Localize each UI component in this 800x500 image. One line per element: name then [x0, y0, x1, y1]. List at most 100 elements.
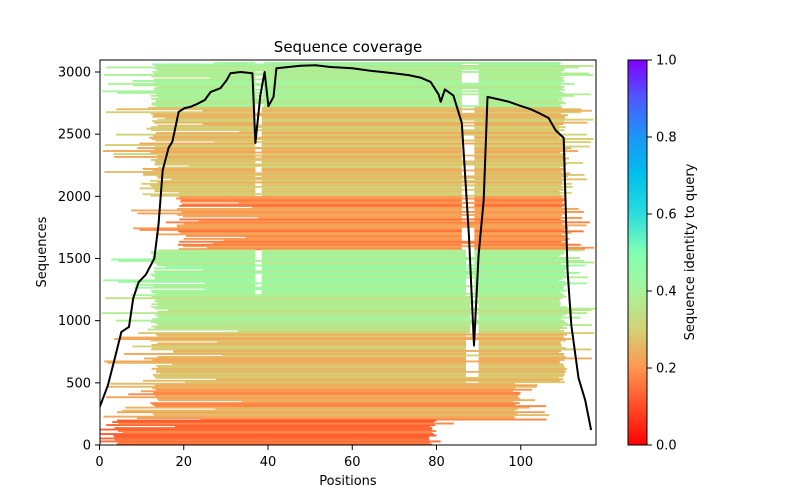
alignment-row: [474, 255, 560, 258]
alignment-row: [156, 369, 466, 372]
alignment-row: [113, 153, 256, 155]
alignment-row: [155, 88, 462, 91]
alignment-row: [474, 215, 562, 218]
alignment-row: [151, 63, 462, 66]
colorbar-label: Sequence identity to query: [683, 163, 698, 340]
alignment-row: [107, 385, 537, 388]
alignment-row: [102, 90, 256, 93]
alignment-row: [179, 196, 462, 198]
alignment-row: [261, 261, 466, 264]
alignment-row: [478, 72, 589, 75]
alignment-row: [150, 348, 466, 351]
alignment-row: [478, 356, 566, 358]
alignment-row: [177, 225, 566, 228]
alignment-row: [155, 160, 256, 163]
alignment-row: [150, 194, 256, 197]
alignment-row: [111, 258, 256, 261]
alignment-row: [157, 356, 466, 358]
alignment-row: [184, 381, 466, 384]
alignment-heatmap: [100, 62, 596, 445]
alignment-row: [474, 248, 585, 251]
alignment-row: [104, 144, 256, 146]
alignment-row: [261, 135, 462, 138]
alignment-row: [261, 182, 462, 185]
alignment-row: [153, 257, 256, 259]
alignment-row: [101, 312, 588, 315]
alignment-row: [478, 315, 563, 318]
colorbar: [628, 60, 647, 445]
alignment-row: [150, 402, 520, 405]
alignment-row: [478, 77, 565, 79]
alignment-row: [474, 178, 587, 181]
alignment-row: [258, 217, 462, 219]
alignment-row: [261, 191, 462, 194]
colorbar-tick-label: 0.0: [656, 439, 677, 454]
alignment-row: [478, 327, 567, 329]
alignment-row: [177, 243, 462, 246]
colorbar-tick-label: 1.0: [656, 54, 677, 69]
alignment-row: [261, 171, 462, 173]
alignment-row: [478, 363, 564, 366]
alignment-row: [263, 85, 565, 88]
alignment-row: [474, 185, 573, 188]
alignment-row: [157, 118, 256, 121]
alignment-row: [155, 292, 256, 295]
alignment-row: [151, 274, 256, 277]
alignment-row: [474, 138, 594, 140]
alignment-row: [204, 282, 467, 285]
y-tick-label: 0: [83, 439, 91, 454]
alignment-row: [152, 255, 256, 258]
alignment-row: [474, 280, 566, 283]
alignment-row: [179, 205, 462, 207]
alignment-row: [154, 145, 256, 148]
alignment-row: [115, 133, 256, 136]
alignment-row: [204, 288, 466, 291]
alignment-row: [474, 249, 584, 252]
alignment-row: [474, 191, 572, 194]
alignment-row: [474, 282, 587, 285]
alignment-row: [137, 212, 462, 215]
alignment-row: [152, 387, 516, 390]
alignment-row: [261, 156, 462, 158]
alignment-row: [261, 179, 566, 182]
alignment-row: [151, 291, 256, 294]
alignment-row: [474, 147, 572, 149]
alignment-row: [261, 109, 462, 112]
alignment-row: [261, 117, 566, 120]
alignment-row: [263, 81, 462, 84]
alignment-row: [180, 199, 462, 201]
alignment-row: [171, 178, 462, 181]
alignment-row: [261, 169, 566, 172]
alignment-row: [478, 351, 560, 354]
alignment-row: [153, 148, 256, 151]
alignment-row: [474, 151, 561, 154]
alignment-row: [263, 90, 560, 93]
alignment-row: [474, 286, 564, 289]
x-tick-label: 80: [428, 455, 445, 470]
y-tick-label: 1000: [58, 314, 91, 329]
alignment-row: [263, 77, 462, 79]
alignment-row: [474, 106, 563, 109]
alignment-row: [156, 263, 256, 265]
y-tick-label: 500: [66, 376, 91, 391]
alignment-row: [107, 82, 575, 85]
alignment-row: [157, 366, 467, 369]
alignment-row: [261, 184, 562, 187]
alignment-row: [263, 71, 562, 73]
colorbar-tick-label: 0.4: [656, 285, 677, 300]
alignment-row: [154, 384, 538, 387]
alignment-row: [153, 87, 256, 90]
alignment-row: [261, 254, 466, 256]
alignment-row: [156, 175, 256, 178]
alignment-row: [104, 171, 256, 173]
alignment-row: [112, 421, 435, 423]
alignment-row: [474, 266, 569, 268]
alignment-row: [156, 85, 256, 88]
alignment-row: [478, 361, 560, 364]
alignment-row: [261, 279, 466, 282]
alignment-row: [150, 126, 462, 129]
alignment-row: [152, 373, 466, 376]
alignment-row: [100, 433, 434, 435]
alignment-row: [157, 301, 561, 304]
